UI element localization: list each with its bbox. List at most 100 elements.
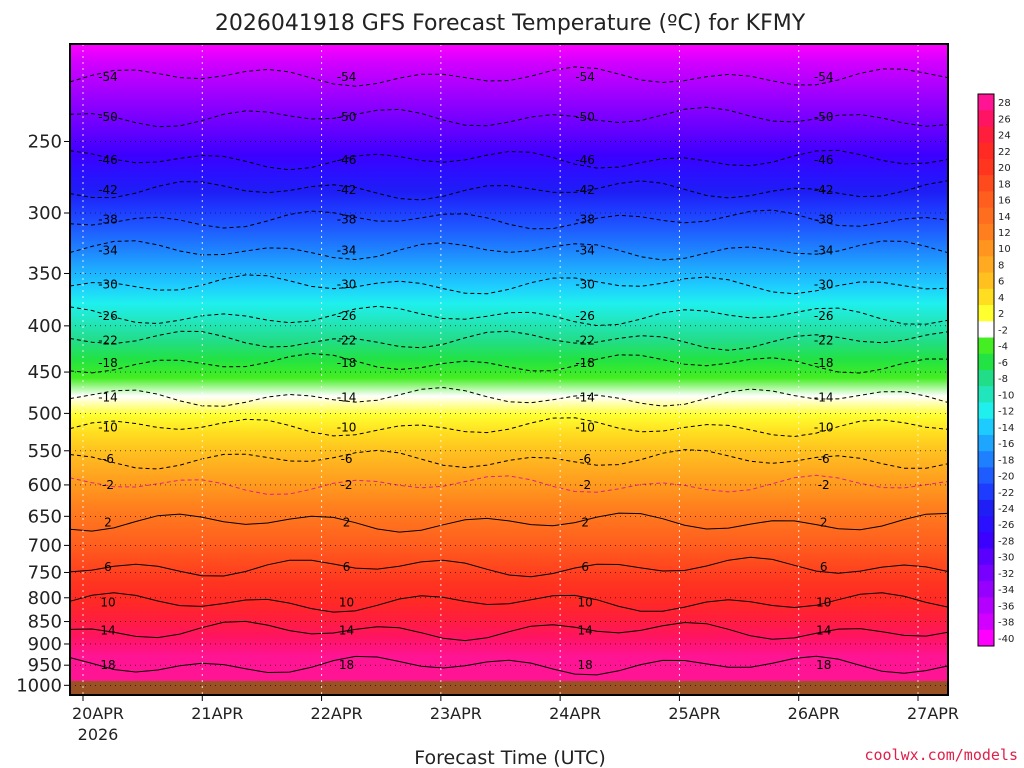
y-tick-label: 400 — [28, 316, 62, 337]
isotherm-line — [69, 305, 949, 327]
isotherm-label: 10 — [339, 596, 354, 610]
colorbar-tick-label: 14 — [998, 212, 1011, 223]
isotherm-line — [69, 592, 949, 613]
isotherm-line — [69, 386, 949, 407]
x-tick-label: 26APR — [788, 704, 840, 723]
y-tick-label: 300 — [28, 203, 62, 224]
colorbar-swatch — [978, 516, 994, 533]
colorbar-tick-label: 4 — [998, 293, 1004, 304]
isotherm-label: -26 — [814, 309, 834, 323]
ground-band — [70, 681, 948, 695]
isotherm-line — [69, 149, 949, 171]
y-tick-label: 750 — [28, 562, 62, 583]
y-tick-label: 500 — [28, 403, 62, 424]
y-tick-label: 450 — [28, 362, 62, 383]
isotherm-label: 18 — [100, 658, 115, 672]
x-axis-year: 2026 — [78, 725, 119, 744]
colorbar-tick-label: -26 — [998, 520, 1014, 531]
isotherm-label: 14 — [100, 624, 115, 638]
y-tick-label: 250 — [28, 131, 62, 152]
x-tick-label: 21APR — [191, 704, 243, 723]
isotherm-label: -10 — [98, 420, 118, 434]
colorbar-swatch — [978, 483, 994, 501]
colorbar-tick-label: -28 — [998, 536, 1014, 547]
colorbar-legend: 28 26 24 22 20 18 16 14 12 10 8 6 4 2 -2 -4 -6 -8 -10 -12 -1… — [977, 93, 1014, 647]
isotherm-line — [69, 417, 949, 438]
colorbar-tick-label: 10 — [998, 244, 1011, 255]
y-tick-label: 350 — [28, 263, 62, 284]
colorbar-swatch — [978, 158, 994, 176]
isotherm-label: -34 — [337, 243, 357, 257]
colorbar-swatch — [978, 110, 994, 127]
isotherm-label: -14 — [98, 390, 118, 404]
colorbar-swatch — [978, 418, 994, 436]
colorbar-tick-label: -8 — [998, 374, 1008, 385]
isotherm-label: 6 — [820, 560, 828, 574]
isotherm-label: -34 — [575, 243, 595, 257]
colorbar-swatch — [978, 402, 994, 420]
colorbar-tick-label: 16 — [998, 196, 1011, 207]
colorbar-tick-label: -6 — [998, 358, 1008, 369]
colorbar-swatch — [978, 629, 994, 647]
isotherm-label: -14 — [337, 390, 357, 404]
x-tick-label: 27APR — [907, 704, 959, 723]
isotherm-label: -54 — [575, 70, 595, 84]
colorbar-swatch — [978, 370, 994, 387]
isotherm-label: -2 — [818, 478, 830, 492]
colorbar-swatch — [978, 94, 994, 111]
colorbar-swatch — [978, 597, 994, 615]
colorbar-tick-label: 18 — [998, 179, 1011, 190]
isotherm-label: -46 — [575, 153, 595, 167]
colorbar-swatch — [978, 451, 994, 468]
colorbar-swatch — [978, 191, 994, 209]
colorbar-swatch — [978, 305, 994, 322]
y-tick-label: 800 — [28, 588, 62, 609]
isotherm-label: -30 — [575, 278, 595, 292]
isotherm-label: 10 — [100, 596, 115, 610]
isotherm-line — [69, 620, 949, 642]
isotherm-label: -14 — [575, 390, 595, 404]
isotherm-label: -6 — [818, 452, 830, 466]
isotherm-label: -30 — [814, 278, 834, 292]
isotherm-label: -26 — [575, 309, 595, 323]
credit-link[interactable]: coolwx.com/models — [864, 746, 1018, 764]
colorbar-swatch — [978, 223, 994, 241]
isotherm-label: 2 — [343, 515, 351, 529]
colorbar-tick-label: 8 — [998, 260, 1004, 271]
isotherm-label: -22 — [814, 333, 834, 347]
colorbar-tick-label: 12 — [998, 228, 1011, 239]
isotherm-label: -42 — [575, 183, 595, 197]
colorbar-swatch — [978, 353, 994, 371]
colorbar-frame — [977, 93, 995, 647]
isotherm-line — [69, 474, 949, 495]
colorbar-tick-label: -4 — [998, 342, 1008, 353]
isotherm-label: -38 — [814, 212, 834, 226]
plot-area: -54 -54 -54 -54 -50 -50 -50 -50 -46 -46 -46 -46 -42 -… — [69, 43, 949, 696]
colorbar-swatch — [978, 126, 994, 144]
colorbar-swatch — [978, 288, 994, 306]
isotherm-label: -14 — [814, 390, 834, 404]
isotherm-label: -18 — [814, 356, 834, 370]
x-tick-label: 22APR — [311, 704, 363, 723]
colorbar-swatch — [978, 272, 994, 290]
colorbar-swatch — [978, 467, 994, 485]
isotherm-label: -38 — [98, 212, 118, 226]
colorbar-swatch — [978, 321, 994, 339]
isotherm-label: -26 — [337, 309, 357, 323]
isotherm-label: -30 — [98, 278, 118, 292]
colorbar-tick-label: -40 — [998, 634, 1014, 645]
isotherm-label: 18 — [816, 658, 831, 672]
y-tick-label: 600 — [28, 475, 62, 496]
y-tick-label: 550 — [28, 441, 62, 462]
plot-frame — [69, 43, 949, 696]
isotherm-label: -38 — [575, 212, 595, 226]
isotherm-label: 14 — [816, 624, 831, 638]
colorbar-tick-label: -18 — [998, 455, 1014, 466]
colorbar-swatch — [978, 434, 994, 452]
y-tick-label: 650 — [28, 506, 62, 527]
colorbar-swatch — [978, 386, 994, 403]
colorbar-tick-label: -10 — [998, 390, 1014, 401]
isotherm-label: -18 — [575, 356, 595, 370]
isotherm-label: 2 — [104, 515, 112, 529]
isotherm-label: 6 — [104, 560, 112, 574]
